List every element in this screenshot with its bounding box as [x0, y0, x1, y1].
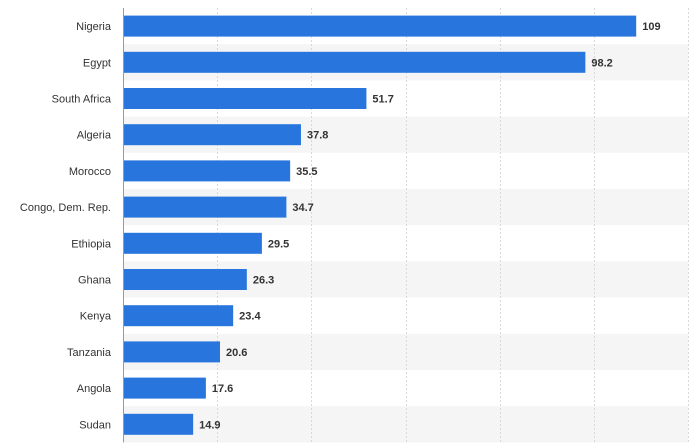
bar[interactable] — [124, 160, 291, 182]
bar[interactable] — [124, 15, 637, 37]
category-label: Sudan — [79, 419, 111, 431]
value-label: 35.5 — [296, 166, 317, 178]
bar[interactable] — [124, 196, 287, 218]
bar[interactable] — [124, 51, 586, 73]
category-label: Morocco — [69, 166, 111, 178]
category-label: Tanzania — [67, 347, 112, 359]
value-label: 17.6 — [212, 383, 233, 395]
bar[interactable] — [124, 232, 262, 254]
category-label: Ghana — [78, 275, 112, 287]
value-label: 37.8 — [307, 130, 328, 142]
value-label: 98.2 — [591, 57, 612, 69]
gridlines — [217, 8, 689, 443]
value-label: 14.9 — [199, 419, 220, 431]
category-label: Algeria — [77, 130, 112, 142]
category-label: Congo, Dem. Rep. — [20, 202, 111, 214]
bar[interactable] — [124, 377, 206, 399]
value-label: 23.4 — [239, 311, 261, 323]
category-label: Angola — [77, 383, 112, 395]
category-label: Kenya — [80, 311, 112, 323]
bars — [124, 15, 637, 435]
value-label: 109 — [642, 21, 660, 33]
category-labels: Nigeria Egypt South Africa Algeria Morocco Co… — [20, 21, 112, 431]
value-labels: 109 98.2 51.7 37.8 35.5 34.7 29.5 26.3 23.4 20.6 1… — [199, 21, 660, 431]
bar[interactable] — [124, 341, 220, 363]
bar[interactable] — [124, 88, 367, 109]
value-label: 20.6 — [226, 347, 247, 359]
category-label: Ethiopia — [71, 238, 112, 250]
category-label: South Africa — [52, 94, 112, 106]
category-label: Nigeria — [76, 21, 112, 33]
value-label: 29.5 — [268, 238, 289, 250]
value-label: 26.3 — [253, 275, 274, 287]
category-label: Egypt — [83, 57, 111, 69]
bar[interactable] — [124, 413, 194, 435]
bar[interactable] — [124, 124, 301, 146]
bar[interactable] — [124, 269, 247, 290]
value-label: 51.7 — [372, 94, 393, 106]
bar[interactable] — [124, 305, 234, 327]
value-label: 34.7 — [292, 202, 313, 214]
